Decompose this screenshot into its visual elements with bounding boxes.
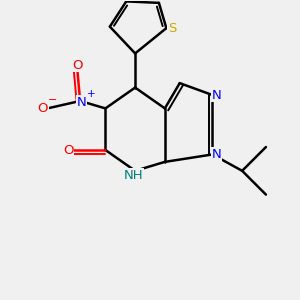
- Text: N: N: [212, 88, 222, 101]
- Text: −: −: [48, 95, 58, 105]
- Text: O: O: [38, 102, 48, 115]
- Text: O: O: [72, 59, 83, 72]
- Text: S: S: [168, 22, 176, 34]
- Text: N: N: [77, 96, 86, 109]
- Text: NH: NH: [124, 169, 143, 182]
- Text: +: +: [87, 88, 96, 98]
- Text: N: N: [212, 148, 222, 161]
- Text: O: O: [63, 143, 74, 157]
